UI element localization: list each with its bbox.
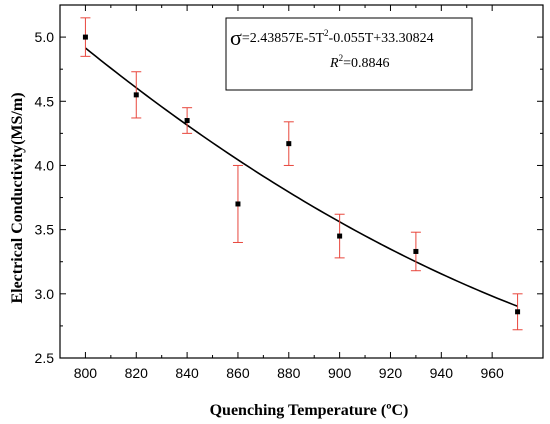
r-squared: R2=0.8846 [329,53,389,71]
x-ticks-layer: 800 820 840 860 880 900 920 940 960 [74,5,504,381]
equation-part2: -0.055T+33.30824 [329,31,434,46]
equation-box-frame [225,17,473,91]
equation-part1: =2.43857E-5T [242,31,325,46]
x-tick-label: 900 [328,365,352,381]
data-point [515,309,521,315]
fit-curve [84,47,518,308]
x-tick-label: 860 [226,365,250,381]
x-tick-label: 880 [277,365,301,381]
fit-equation: σ=2.43857E-5T2-0.055T+33.30824 [230,25,434,50]
r-label: R [329,56,339,71]
x-axis-title: Quenching Temperature (ºC) [210,402,409,419]
y-tick-label: 5.0 [35,29,55,45]
x-tick-label: 920 [379,365,403,381]
data-point [337,233,343,239]
x-tick-label: 960 [480,365,504,381]
x-tick-label: 940 [430,365,454,381]
y-tick-label: 2.5 [35,350,55,366]
error-bars-layer [80,17,523,331]
sigma-symbol: σ [230,25,242,50]
y-tick-label: 3.5 [35,222,55,238]
y-ticks-layer: 2.5 3.0 3.5 4.0 4.5 5.0 [35,29,543,366]
r-value: =0.8846 [343,56,389,71]
data-point [235,201,241,207]
y-tick-label: 4.0 [35,157,55,173]
y-axis-title: Electrical Conductivity(MS/m) [9,92,26,303]
data-point [286,141,292,147]
r-superscript: 2 [339,53,344,63]
plot-frame [59,4,544,359]
plot-area-border [59,4,544,359]
data-points-layer [82,34,521,315]
y-tick-label: 3.0 [35,286,55,302]
x-tick-label: 800 [74,365,98,381]
y-tick-label: 4.5 [35,93,55,109]
data-point [133,92,139,98]
x-tick-label: 840 [175,365,199,381]
data-point [413,248,419,254]
data-point [82,34,88,40]
x-tick-label: 820 [125,365,149,381]
data-point [184,118,190,124]
equation-superscript: 2 [324,28,329,38]
equation-box: σ=2.43857E-5T2-0.055T+33.30824 R2=0.8846 [225,17,473,91]
fit-curve-layer [84,47,518,308]
